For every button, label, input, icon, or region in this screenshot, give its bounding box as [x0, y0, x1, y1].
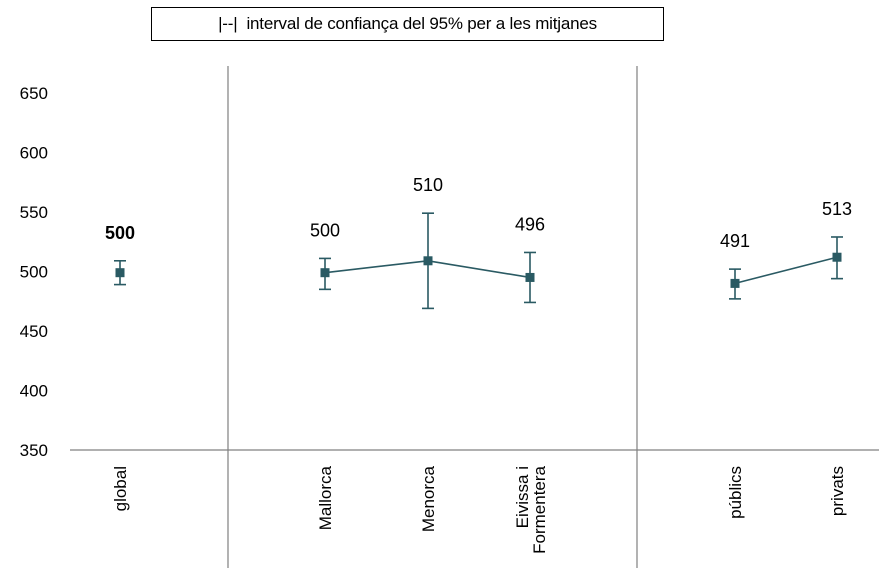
x-tick-label-line: Formentera — [530, 465, 549, 553]
data-label: 496 — [515, 214, 545, 234]
x-tick-label: Menorca — [419, 465, 438, 532]
y-tick-label: 600 — [20, 144, 48, 163]
x-tick-label: públics — [726, 466, 745, 519]
x-tick-label-line: global — [111, 466, 130, 511]
data-label: 491 — [720, 231, 750, 251]
x-tick-label-line: privats — [828, 466, 847, 516]
legend: |--| interval de confiança del 95% per a… — [151, 7, 664, 41]
x-tick-label-line: Mallorca — [316, 465, 335, 530]
x-tick-label-line: Eivissa i — [513, 466, 532, 528]
y-tick-label: 350 — [20, 441, 48, 460]
series-line — [734, 256, 838, 285]
legend-label: |--| interval de confiança del 95% per a… — [218, 14, 597, 33]
data-point — [115, 268, 125, 278]
x-tick-label-line: públics — [726, 466, 745, 519]
y-tick-label: 550 — [20, 203, 48, 222]
x-tick-label-line: Menorca — [419, 465, 438, 532]
y-tick-label: 650 — [20, 84, 48, 103]
y-tick-label: 400 — [20, 382, 48, 401]
y-tick-label: 500 — [20, 263, 48, 282]
data-label: 510 — [413, 175, 443, 195]
y-tick-label: 450 — [20, 322, 48, 341]
data-point — [832, 252, 842, 262]
data-point — [525, 272, 535, 282]
data-point — [730, 278, 740, 288]
x-tick-label: privats — [828, 466, 847, 516]
data-label: 500 — [310, 220, 340, 240]
x-tick-label: Mallorca — [316, 465, 335, 530]
data-label: 500 — [105, 223, 135, 243]
data-point — [423, 256, 433, 266]
data-point — [320, 268, 330, 278]
x-tick-label: Eivissa iFormentera — [513, 465, 549, 553]
x-tick-label: global — [111, 466, 130, 511]
data-label: 513 — [822, 199, 852, 219]
